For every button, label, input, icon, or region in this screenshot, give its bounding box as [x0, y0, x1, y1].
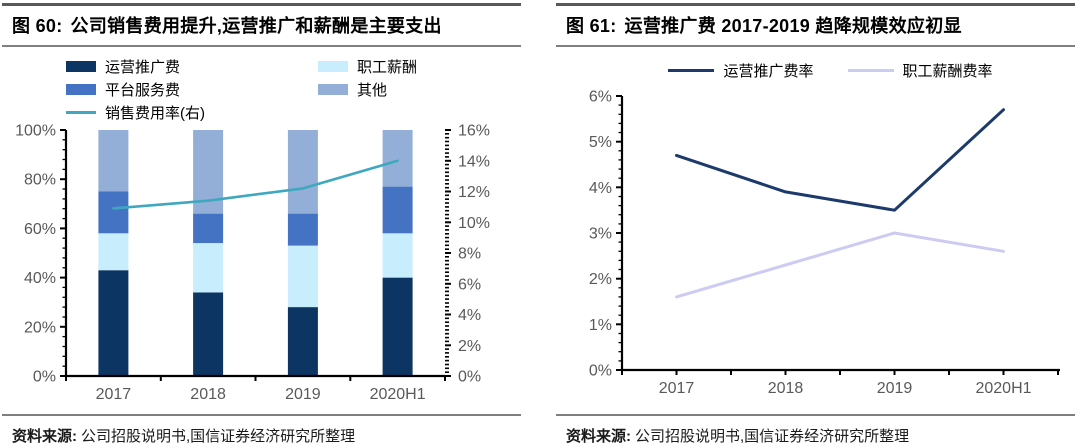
source-text: 公司招股说明书,国信证券经济研究所整理 — [635, 428, 910, 445]
bar-swatch-icon — [318, 60, 348, 72]
figure-60-source: 资料来源: 公司招股说明书,国信证券经济研究所整理 — [2, 414, 521, 446]
svg-text:3%: 3% — [589, 226, 612, 243]
svg-text:0%: 0% — [458, 369, 481, 386]
legend-label: 平台服务费 — [105, 81, 181, 99]
figure-61-source: 资料来源: 公司招股说明书,国信证券经济研究所整理 — [556, 414, 1075, 446]
figure-61-heading: 运营推广费 2017-2019 趋降规模效应初显 — [624, 16, 962, 36]
svg-text:2%: 2% — [458, 338, 481, 355]
legend-item-0: 运营推广费 — [66, 56, 318, 76]
legend-label: 销售费用率(右) — [105, 104, 205, 122]
legend-label: 职工薪酬 — [357, 58, 418, 76]
svg-text:40%: 40% — [24, 270, 56, 287]
chart-0-plot: 0% 20% 40% 60% 80% 100% 0% 2% 4% 6% 8% 10% 12% 14% 16%… — [15, 124, 490, 403]
svg-text:2020H1: 2020H1 — [370, 386, 426, 403]
figure-60-heading: 公司销售费用提升,运营推广和薪酬是主要支出 — [70, 16, 442, 36]
svg-text:2%: 2% — [589, 271, 612, 288]
bar-swatch-icon — [318, 83, 348, 95]
legend-item-1: 职工薪酬 — [318, 56, 521, 76]
figure-61-chart: 运营推广费率 职工薪酬费率 0% 1% 2% 3% 4% 5% 6% 2017 2018 2019 20… — [556, 47, 1075, 411]
chart-0-legend: 运营推广费 职工薪酬平台服务费 其他销售费用率(右) — [2, 47, 521, 124]
legend-label: 职工薪酬费率 — [902, 62, 993, 80]
legend-item-3: 其他 — [318, 79, 521, 99]
figure-60-title-bar: 图 60: 公司销售费用提升,运营推广和薪酬是主要支出 — [2, 3, 521, 47]
svg-text:2017: 2017 — [659, 380, 695, 397]
svg-text:2020H1: 2020H1 — [975, 380, 1031, 397]
svg-text:0%: 0% — [589, 363, 612, 380]
svg-text:4%: 4% — [589, 180, 612, 197]
svg-text:60%: 60% — [24, 221, 56, 238]
svg-text:0%: 0% — [33, 369, 56, 386]
svg-text:2018: 2018 — [190, 386, 226, 403]
legend-label: 运营推广费率 — [723, 62, 814, 80]
legend-item-2: 平台服务费 — [66, 79, 318, 99]
legend-item-1: 职工薪酬费率 — [847, 60, 993, 80]
legend-item-4: 销售费用率(右) — [66, 102, 318, 122]
figure-60-chart: 运营推广费 职工薪酬平台服务费 其他销售费用率(右) 0% 20% 40% 60% 80% 10… — [2, 47, 521, 411]
svg-text:2019: 2019 — [877, 380, 913, 397]
figure-61-label: 图 61: — [566, 16, 617, 36]
svg-text:2019: 2019 — [285, 386, 321, 403]
figure-61-title-bar: 图 61: 运营推广费 2017-2019 趋降规模效应初显 — [556, 3, 1075, 47]
svg-text:10%: 10% — [458, 215, 490, 232]
chart-1-plot: 0% 1% 2% 3% 4% 5% 6% 2017 2018 2019 2020H1 — [589, 89, 1060, 397]
svg-text:12%: 12% — [458, 184, 490, 201]
svg-text:8%: 8% — [458, 246, 481, 263]
legend-label: 运营推广费 — [105, 58, 181, 76]
svg-text:5%: 5% — [589, 134, 612, 151]
figure-60-panel: 图 60: 公司销售费用提升,运营推广和薪酬是主要支出 运营推广费 职工薪酬平台服务… — [2, 3, 521, 446]
svg-text:2018: 2018 — [768, 380, 804, 397]
svg-text:4%: 4% — [458, 307, 481, 324]
svg-text:1%: 1% — [589, 317, 612, 334]
figure-60-label: 图 60: — [12, 16, 63, 36]
chart-1-legend: 运营推广费率 职工薪酬费率 — [556, 47, 1075, 84]
source-text: 公司招股说明书,国信证券经济研究所整理 — [81, 428, 356, 445]
legend-item-0: 运营推广费率 — [668, 60, 814, 80]
source-label: 资料来源: — [566, 428, 631, 445]
line-swatch-icon — [66, 110, 96, 114]
figure-61-panel: 图 61: 运营推广费 2017-2019 趋降规模效应初显 运营推广费率 职工薪酬… — [556, 3, 1075, 446]
svg-text:16%: 16% — [458, 124, 490, 140]
svg-text:2017: 2017 — [96, 386, 132, 403]
bar-swatch-icon — [66, 83, 96, 95]
bar-swatch-icon — [66, 60, 96, 72]
svg-text:100%: 100% — [15, 124, 56, 140]
svg-text:80%: 80% — [24, 172, 56, 189]
svg-text:14%: 14% — [458, 153, 490, 170]
svg-text:20%: 20% — [24, 319, 56, 336]
svg-text:6%: 6% — [589, 89, 612, 106]
line-swatch-icon — [668, 68, 715, 72]
source-label: 资料来源: — [12, 428, 77, 445]
svg-text:6%: 6% — [458, 276, 481, 293]
legend-label: 其他 — [357, 81, 388, 99]
line-swatch-icon — [847, 68, 894, 72]
